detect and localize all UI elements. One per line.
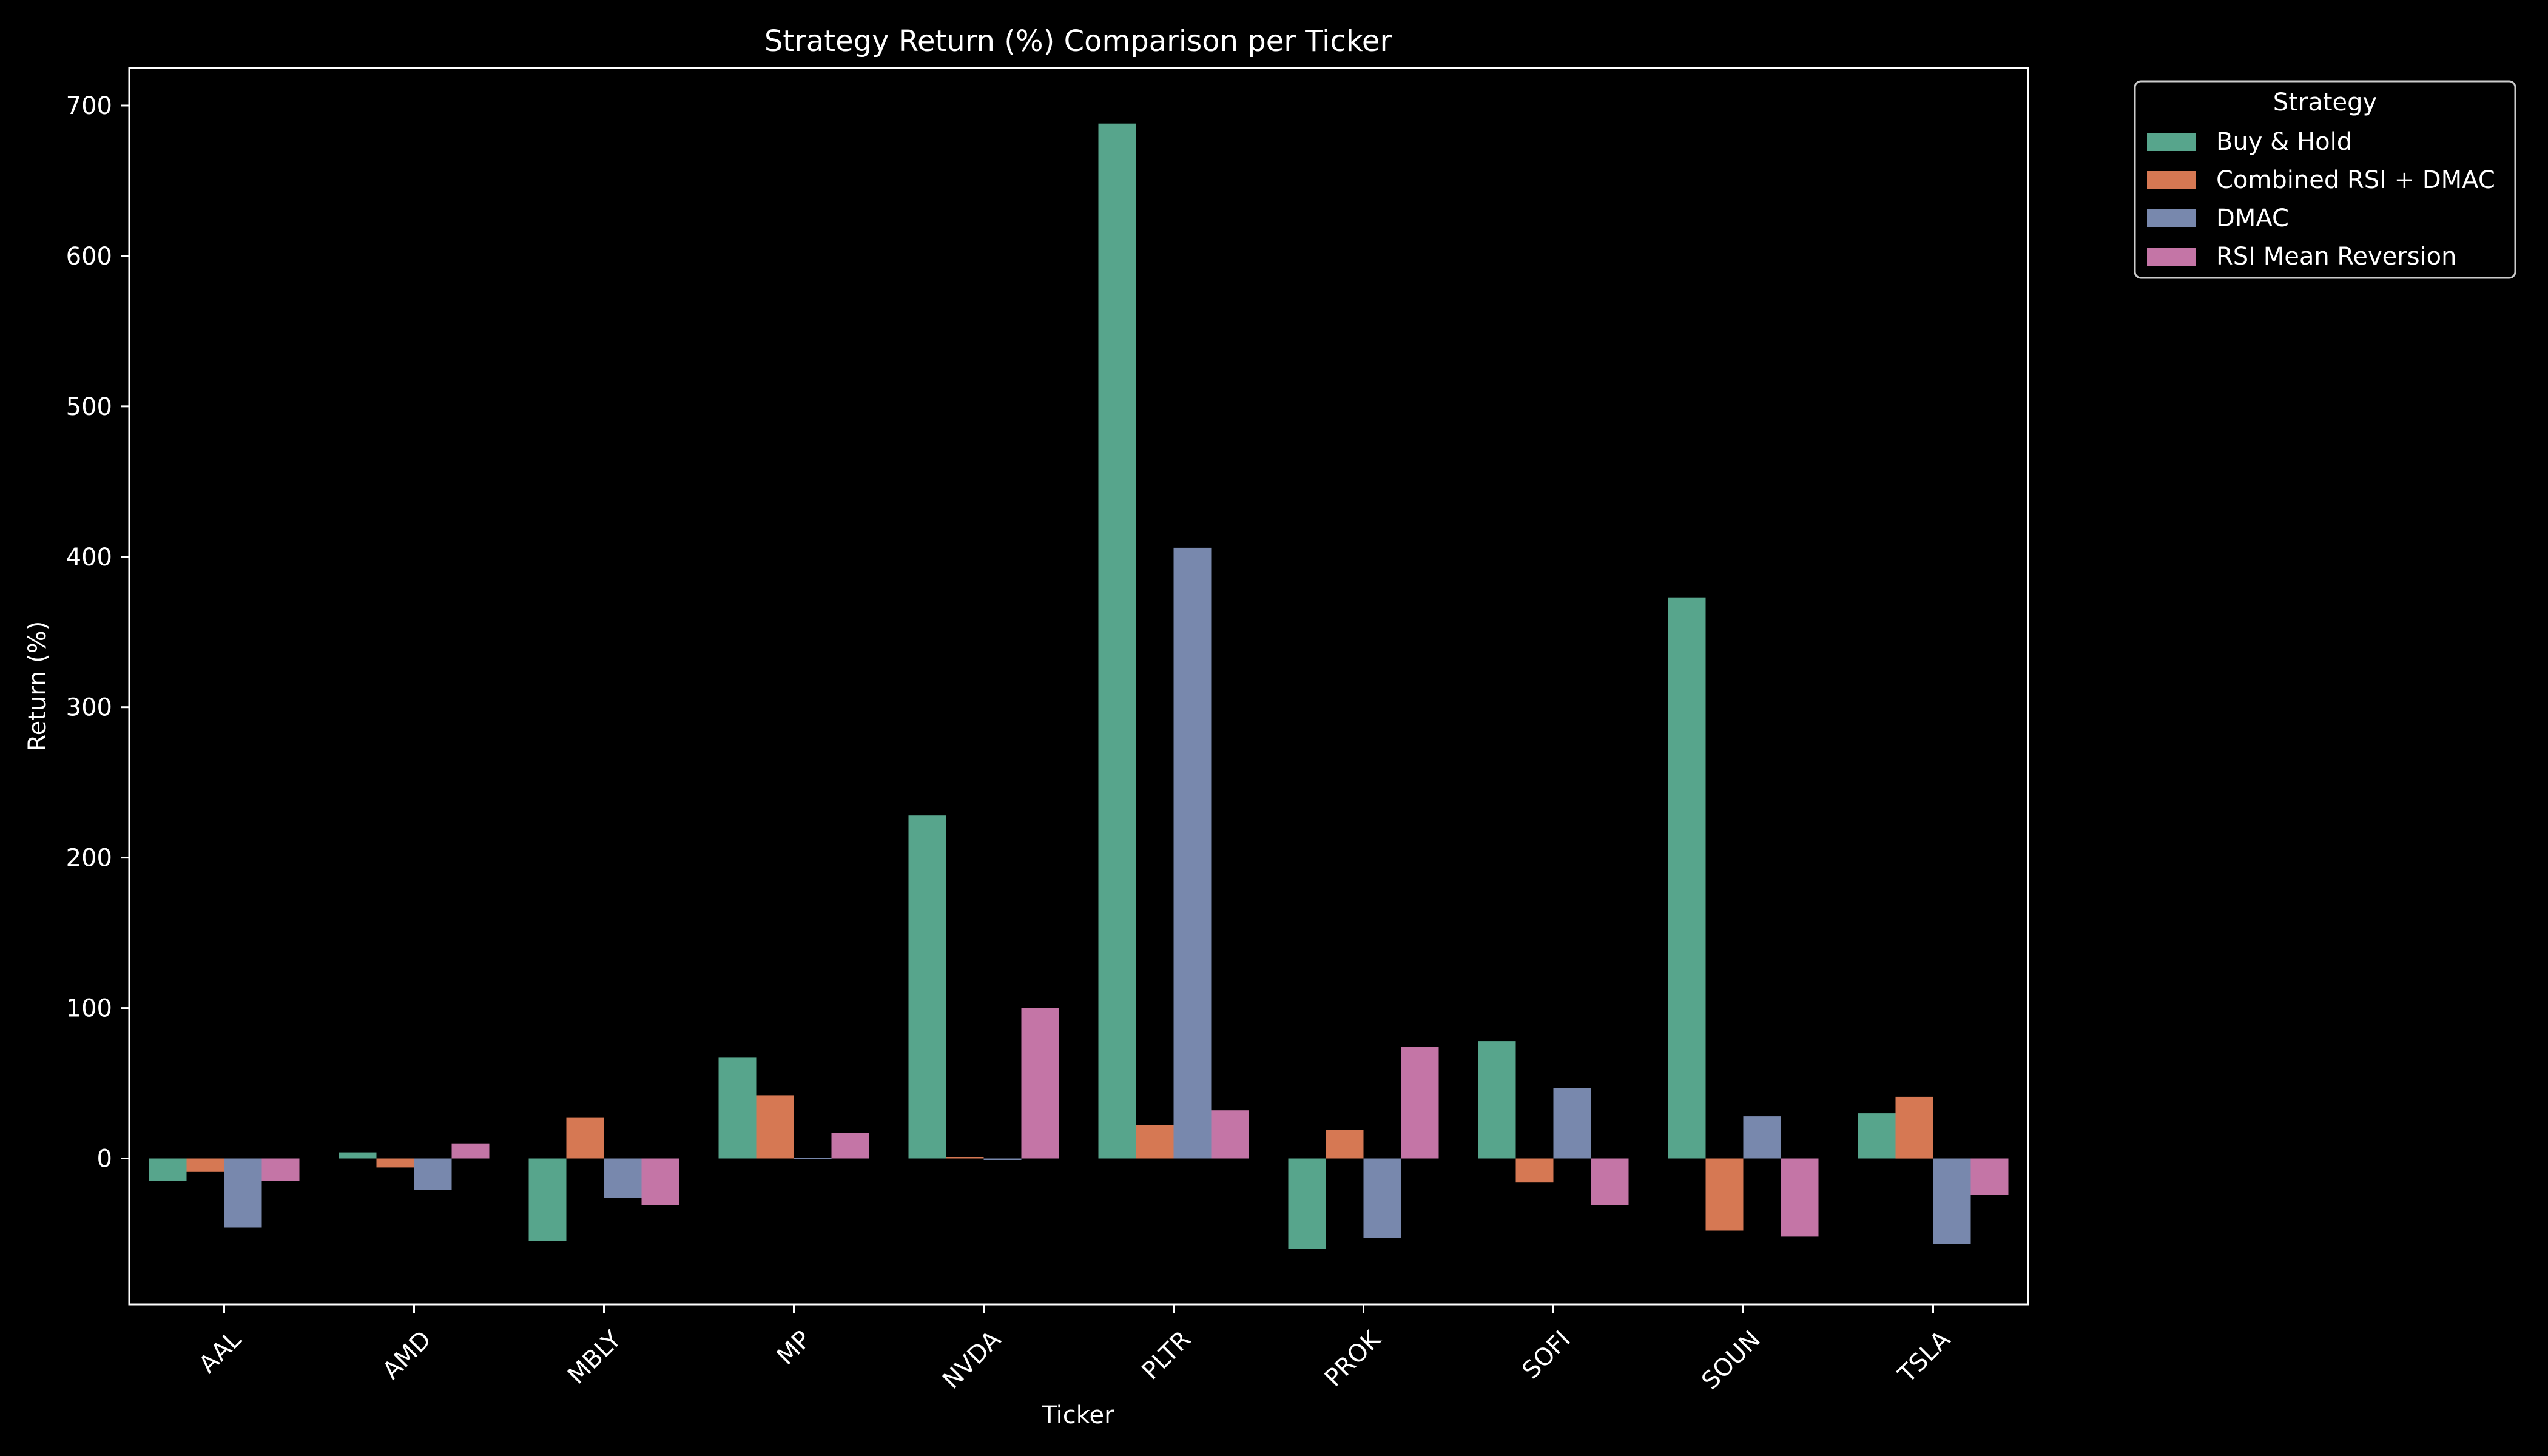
legend-swatch-3 — [2147, 248, 2196, 266]
bar-sofi-series-1 — [1515, 1158, 1554, 1183]
bar-tsla-series-2 — [1933, 1158, 1971, 1244]
bar-aal-series-2 — [224, 1158, 262, 1228]
bar-mbly-series-1 — [566, 1117, 604, 1159]
legend: Strategy Buy & Hold Combined RSI + DMAC DMA… — [2134, 80, 2516, 279]
y-tick-label: 300 — [66, 694, 112, 722]
legend-label-1: Combined RSI + DMAC — [2216, 166, 2495, 194]
bar-tsla-series-0 — [1858, 1113, 1896, 1159]
bar-prok-series-2 — [1363, 1158, 1401, 1238]
legend-title: Strategy — [2273, 89, 2377, 116]
bar-nvda-series-2 — [983, 1158, 1022, 1160]
bar-soun-series-3 — [1781, 1158, 1819, 1237]
bar-prok-series-0 — [1288, 1158, 1326, 1249]
bar-soun-series-2 — [1743, 1116, 1781, 1159]
bars — [149, 123, 2009, 1249]
legend-label-2: DMAC — [2216, 204, 2289, 232]
y-tick-label: 500 — [66, 393, 112, 421]
bar-nvda-series-1 — [946, 1157, 984, 1159]
bar-nvda-series-0 — [908, 815, 946, 1159]
bar-mp-series-3 — [831, 1133, 869, 1159]
legend-box — [2134, 80, 2516, 279]
y-tick-label: 400 — [66, 544, 112, 571]
plot-frame — [128, 67, 2029, 1306]
bar-soun-series-0 — [1668, 597, 1706, 1159]
bar-sofi-series-0 — [1478, 1041, 1516, 1159]
bar-amd-series-1 — [376, 1158, 414, 1168]
legend-label-3: RSI Mean Reversion — [2216, 243, 2457, 271]
x-axis-label: Ticker — [1041, 1401, 1114, 1429]
bar-mbly-series-2 — [604, 1158, 642, 1198]
bar-mbly-series-0 — [528, 1158, 567, 1241]
bar-pltr-series-2 — [1173, 547, 1212, 1159]
legend-swatch-2 — [2147, 209, 2196, 228]
bar-nvda-series-3 — [1021, 1008, 1059, 1159]
bar-amd-series-2 — [414, 1158, 452, 1190]
bar-sofi-series-2 — [1553, 1088, 1591, 1159]
bar-pltr-series-1 — [1136, 1125, 1174, 1159]
chart-title: Strategy Return (%) Comparison per Ticke… — [764, 24, 1392, 58]
bar-pltr-series-0 — [1098, 123, 1136, 1159]
legend-swatch-1 — [2147, 171, 2196, 189]
bar-mp-series-1 — [756, 1095, 794, 1159]
bar-mp-series-2 — [794, 1158, 832, 1159]
bar-prok-series-3 — [1401, 1047, 1439, 1159]
y-axis: 0 100 200 300 400 500 600 700 — [66, 92, 129, 1173]
bar-prok-series-1 — [1326, 1130, 1364, 1159]
y-tick-label: 200 — [66, 844, 112, 872]
bar-pltr-series-3 — [1211, 1110, 1249, 1159]
bar-mp-series-0 — [718, 1057, 757, 1159]
bar-sofi-series-3 — [1591, 1158, 1629, 1205]
y-tick-label: 700 — [66, 92, 112, 120]
legend-swatch-0 — [2147, 133, 2196, 151]
bar-mbly-series-3 — [641, 1158, 679, 1205]
bar-tsla-series-1 — [1895, 1096, 1933, 1159]
bar-tsla-series-3 — [1970, 1158, 2009, 1195]
bar-amd-series-0 — [339, 1152, 377, 1159]
bar-soun-series-1 — [1705, 1158, 1744, 1231]
bar-amd-series-3 — [451, 1143, 490, 1159]
bar-aal-series-3 — [261, 1158, 300, 1181]
y-tick-label: 0 — [97, 1145, 112, 1173]
bar-aal-series-0 — [149, 1158, 187, 1181]
legend-label-0: Buy & Hold — [2216, 128, 2352, 156]
y-axis-label: Return (%) — [24, 621, 52, 752]
y-tick-label: 100 — [66, 995, 112, 1023]
y-tick-label: 600 — [66, 243, 112, 271]
bar-aal-series-1 — [186, 1158, 224, 1172]
